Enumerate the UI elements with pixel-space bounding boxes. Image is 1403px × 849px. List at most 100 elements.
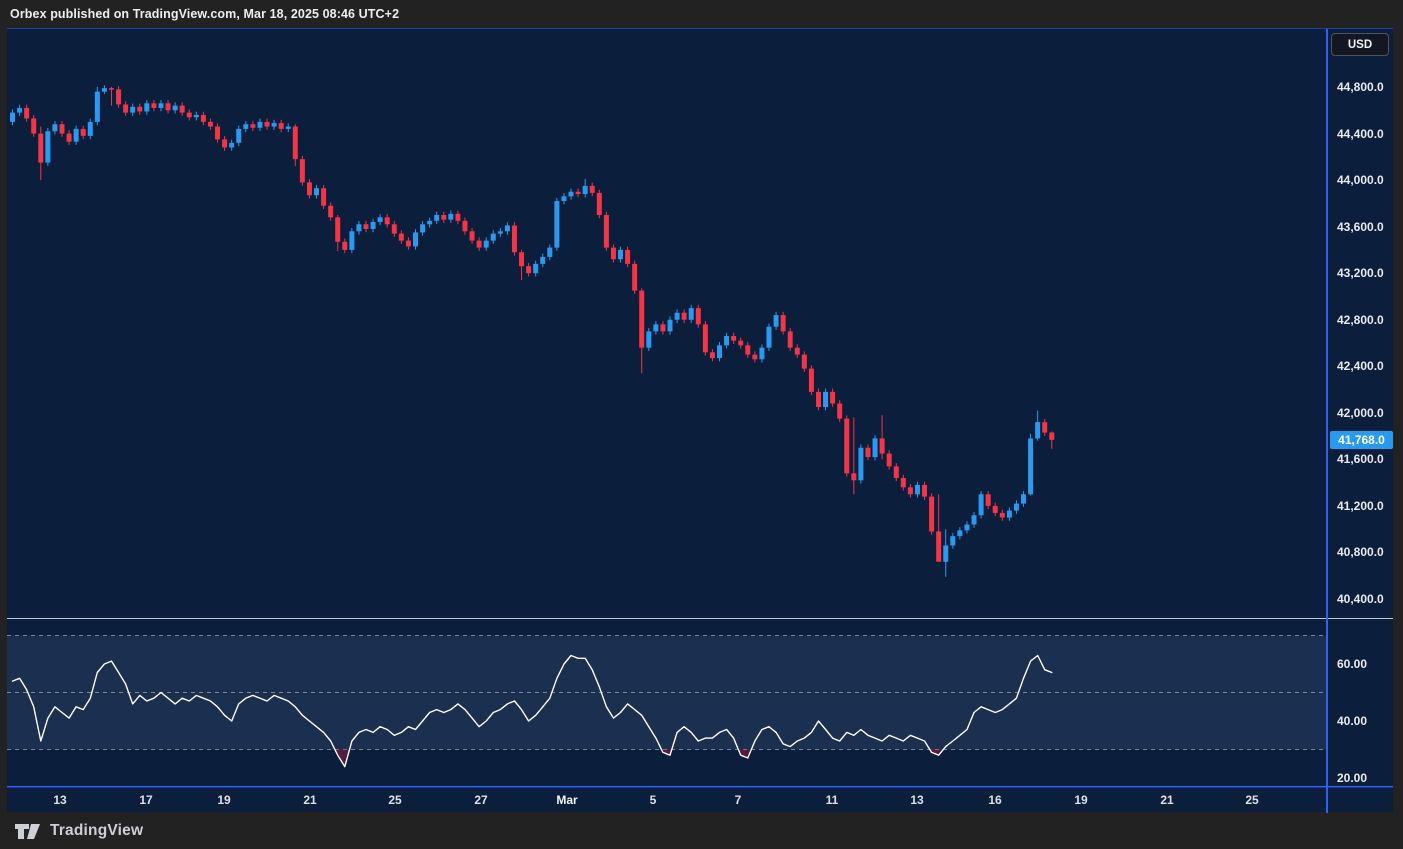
price-tick-label: 43,600.0 xyxy=(1337,219,1384,234)
candle xyxy=(405,237,411,250)
price-tick-label: 42,000.0 xyxy=(1337,405,1384,420)
candle xyxy=(709,349,715,362)
candle xyxy=(738,337,744,349)
candle xyxy=(335,215,341,252)
candle xyxy=(342,238,348,254)
candle xyxy=(547,244,553,261)
candle xyxy=(752,351,758,363)
candle xyxy=(568,188,574,200)
candle xyxy=(455,210,461,225)
candle xyxy=(660,321,666,335)
candle xyxy=(929,493,935,535)
time-tick-label: Mar xyxy=(556,793,578,807)
candle xyxy=(370,218,376,233)
candle xyxy=(511,222,517,256)
candle xyxy=(844,415,850,477)
candle xyxy=(1021,491,1027,507)
candle xyxy=(526,262,532,277)
candle xyxy=(589,182,595,197)
pane-separator[interactable] xyxy=(7,618,1393,619)
candle xyxy=(815,388,821,411)
candle xyxy=(985,491,991,510)
candle xyxy=(667,316,673,335)
candle xyxy=(922,481,928,500)
candle xyxy=(971,511,977,528)
candle xyxy=(116,86,122,108)
candle xyxy=(448,210,454,223)
candle xyxy=(646,328,652,351)
candle xyxy=(73,125,79,145)
candle xyxy=(108,87,114,106)
candle xyxy=(215,123,221,143)
time-tick-label: 25 xyxy=(1245,793,1259,807)
time-tick-label: 5 xyxy=(649,793,657,807)
candle xyxy=(94,87,100,126)
candle xyxy=(1028,433,1034,496)
candle xyxy=(412,229,418,250)
candle xyxy=(306,179,312,199)
candle xyxy=(38,126,44,181)
candle xyxy=(759,344,765,363)
candle xyxy=(158,100,164,112)
time-tick-label: 19 xyxy=(1074,793,1088,807)
candle xyxy=(992,502,998,517)
time-tick-label: 21 xyxy=(1160,793,1174,807)
candle xyxy=(483,237,489,251)
time-tick-label: 11 xyxy=(825,793,839,807)
candle xyxy=(879,415,885,460)
candle xyxy=(596,189,602,219)
candle xyxy=(794,344,800,358)
candle xyxy=(66,130,72,145)
price-tick-label: 42,800.0 xyxy=(1337,312,1384,327)
candle xyxy=(165,100,171,114)
time-axis-border xyxy=(7,786,1393,787)
candle xyxy=(427,217,433,228)
candle xyxy=(724,332,730,349)
candle xyxy=(533,260,539,277)
candle xyxy=(179,102,185,116)
candle xyxy=(561,193,567,205)
rsi-tick-label: 40.00 xyxy=(1337,714,1368,728)
price-tick-label: 44,400.0 xyxy=(1337,126,1384,141)
candle xyxy=(787,328,793,351)
candle xyxy=(695,304,701,328)
candle xyxy=(731,332,737,344)
candle xyxy=(504,222,510,235)
candle xyxy=(780,311,786,335)
candle xyxy=(801,351,807,372)
candle xyxy=(851,417,857,495)
time-tick-label: 25 xyxy=(388,793,402,807)
last-price-badge: 41,768.0 xyxy=(1330,430,1393,449)
rsi-tick-label: 60.00 xyxy=(1337,657,1368,671)
candlestick-chart[interactable] xyxy=(7,29,1393,813)
time-tick-label: 27 xyxy=(474,793,488,807)
candle xyxy=(278,119,284,133)
currency-button[interactable]: USD xyxy=(1331,33,1389,56)
candle xyxy=(321,184,327,209)
candle xyxy=(52,120,58,135)
candle xyxy=(200,111,206,126)
candle xyxy=(766,323,772,351)
candle xyxy=(144,100,150,115)
candle xyxy=(257,118,263,131)
candle xyxy=(632,260,638,294)
candle xyxy=(45,127,51,166)
candle xyxy=(229,139,235,151)
candle xyxy=(900,474,906,491)
publish-attribution-text: Orbex published on TradingView.com, Mar … xyxy=(10,7,400,21)
candle xyxy=(123,101,129,116)
tradingview-brand-link[interactable]: TradingView xyxy=(50,821,144,839)
candle xyxy=(80,125,86,140)
candle xyxy=(943,529,949,577)
rsi-line xyxy=(11,654,1053,768)
tradingview-logo[interactable] xyxy=(13,818,43,844)
time-tick-label: 7 xyxy=(734,793,742,807)
candle xyxy=(434,211,440,225)
candle xyxy=(519,249,525,281)
candle xyxy=(31,115,37,137)
candle xyxy=(999,509,1005,521)
rsi-tick-label: 20.00 xyxy=(1337,771,1368,785)
candle xyxy=(391,221,397,237)
candle xyxy=(914,481,920,498)
